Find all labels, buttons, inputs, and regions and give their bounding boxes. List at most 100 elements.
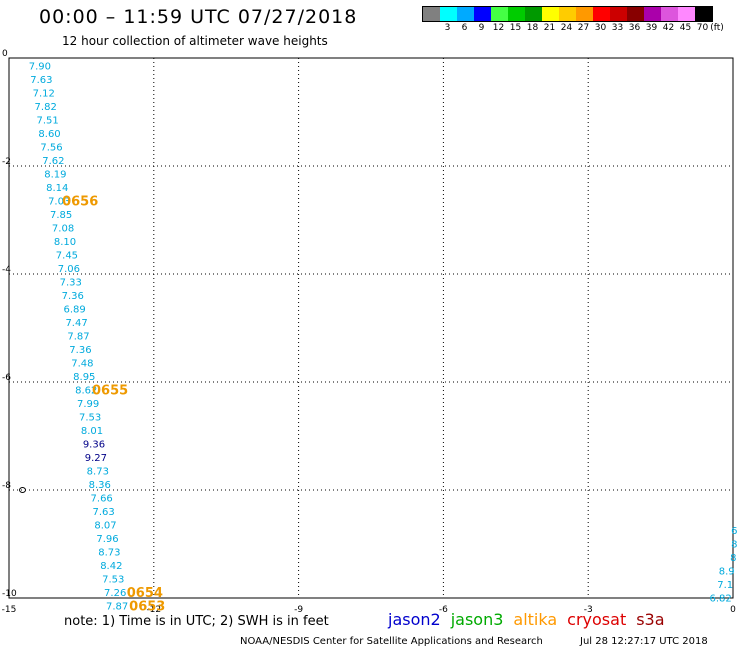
wave-height-label: 9.27 <box>85 453 107 464</box>
wave-height-label: 7.82 <box>35 102 57 113</box>
wave-height-label: 7.85 <box>50 210 72 221</box>
wave-height-label: 6.82 <box>709 593 731 604</box>
wave-height-label: 9.36 <box>83 440 105 451</box>
wave-height-label: 7.63 <box>92 507 114 518</box>
legend-swatch <box>457 7 474 21</box>
legend-swatch <box>423 7 440 21</box>
legend-bin-label: 9 <box>478 23 485 33</box>
wave-height-label: 8.73 <box>98 548 120 559</box>
legend-bin-label: 45 <box>679 23 692 33</box>
legend-labels: 3 6 9 12 15 18 21 24 27 30 33 36 39 42 45 70 (ft) <box>422 22 724 36</box>
wave-height-label: 7.45 <box>56 251 78 262</box>
pass-time-label: 0654 <box>127 586 163 601</box>
wave-height-label: 8.9 <box>719 566 735 577</box>
legend-bin-label: 30 <box>594 23 607 33</box>
wave-height-label: 7.12 <box>33 89 55 100</box>
wave-height-label: 7.62 <box>42 156 64 167</box>
wave-height-label: 8.60 <box>38 129 60 140</box>
wave-height-label: 8.36 <box>89 480 111 491</box>
legend-swatch <box>542 7 559 21</box>
wave-height-label: 6 <box>731 526 737 537</box>
legend-bin-label: 70 <box>696 23 709 33</box>
wave-height-label: 8.14 <box>46 183 68 194</box>
wave-height-label: 7.33 <box>60 278 82 289</box>
page-title: 00:00 – 11:59 UTC 07/27/2018 <box>39 6 358 28</box>
legend-swatches <box>422 6 713 22</box>
wave-height-label: 7.63 <box>30 75 52 86</box>
wave-height-label: 8.95 <box>73 372 95 383</box>
wave-height-label: 7.36 <box>62 291 84 302</box>
wave-height-label: 7.96 <box>96 534 118 545</box>
wave-height-label: 7.1 <box>717 580 733 591</box>
legend-bin-label: 15 <box>509 23 522 33</box>
x-tick-label: -15 <box>2 605 17 615</box>
satellite-name: cryosat <box>567 610 627 629</box>
wave-height-label: 8.10 <box>54 237 76 248</box>
legend-swatch <box>474 7 491 21</box>
x-tick-label: -3 <box>584 605 593 615</box>
y-tick-label: -10 <box>2 589 17 599</box>
wave-height-label: 8.73 <box>87 467 109 478</box>
legend-swatch <box>525 7 542 21</box>
wave-height-label: 7.08 <box>52 224 74 235</box>
pass-time-label: 0653 <box>129 600 165 615</box>
grid-lines <box>9 58 733 598</box>
legend-swatch <box>627 7 644 21</box>
footer-timestamp: Jul 28 12:27:17 UTC 2018 <box>580 636 708 647</box>
wave-height-label: 7.26 <box>104 588 126 599</box>
satellite-name: jason3 <box>450 610 504 629</box>
legend-bin-label: 21 <box>543 23 556 33</box>
legend-bin-label: 3 <box>444 23 451 33</box>
pass-time-label: 0656 <box>62 195 98 210</box>
wave-height-label: 8.01 <box>81 426 103 437</box>
y-tick-label: -8 <box>2 481 11 491</box>
color-legend: 3 6 9 12 15 18 21 24 27 30 33 36 39 42 45 70 (ft) <box>422 6 724 36</box>
legend-swatch <box>661 7 678 21</box>
legend-swatch <box>678 7 695 21</box>
axis-tick-labels: -15 -12 -9 -6 -3 0 0 -2 -4 -6 -8 -10 <box>2 49 736 615</box>
x-tick-label: -6 <box>439 605 448 615</box>
y-tick-label: 0 <box>2 49 8 59</box>
legend-bin-label: 39 <box>645 23 658 33</box>
legend-swatch <box>610 7 627 21</box>
legend-bin-label: 6 <box>461 23 468 33</box>
wave-height-label: 8.42 <box>100 561 122 572</box>
legend-swatch <box>440 7 457 21</box>
wave-height-label: 8.62 <box>75 386 97 397</box>
satellite-name: jason2 <box>388 610 441 629</box>
x-tick-label: 0 <box>730 605 736 615</box>
legend-swatch <box>576 7 593 21</box>
x-tick-label: -9 <box>294 605 303 615</box>
wave-height-label: 8 <box>731 539 737 550</box>
wave-height-label: 6.89 <box>64 305 86 316</box>
legend-swatch <box>559 7 576 21</box>
footer-credit: NOAA/NESDIS Center for Satellite Applica… <box>240 636 543 647</box>
wave-height-label: 7.03 <box>48 197 70 208</box>
footer-note: note: 1) Time is in UTC; 2) SWH is in fe… <box>64 614 329 629</box>
land-marker-shape <box>19 487 27 493</box>
legend-swatch <box>491 7 508 21</box>
legend-bin-label: 33 <box>611 23 624 33</box>
satellite-name: altika <box>513 610 558 629</box>
legend-bin-label: 12 <box>492 23 505 33</box>
map-frame <box>8 57 734 599</box>
legend-swatch <box>644 7 661 21</box>
wave-height-label: 7.53 <box>79 413 101 424</box>
wave-height-label: 7.36 <box>69 345 91 356</box>
y-tick-label: -4 <box>2 265 11 275</box>
wave-height-label: 7.87 <box>67 332 89 343</box>
wave-height-label: 7.48 <box>71 359 93 370</box>
satellite-legend: jason2 jason3 altika cryosat s3a <box>388 610 675 629</box>
wave-height-label: 7.47 <box>65 318 87 329</box>
wave-height-label: 7.99 <box>77 399 99 410</box>
legend-bin-label: 18 <box>526 23 539 33</box>
wave-height-label: 8 <box>730 553 736 564</box>
wave-height-label: 7.53 <box>102 575 124 586</box>
x-tick-label: -12 <box>146 605 161 615</box>
wave-height-label: 7.56 <box>40 143 62 154</box>
wave-height-label: 8.19 <box>44 170 66 181</box>
legend-swatch <box>508 7 525 21</box>
pass-time-label: 0655 <box>92 384 128 399</box>
legend-bin-label: 27 <box>577 23 590 33</box>
